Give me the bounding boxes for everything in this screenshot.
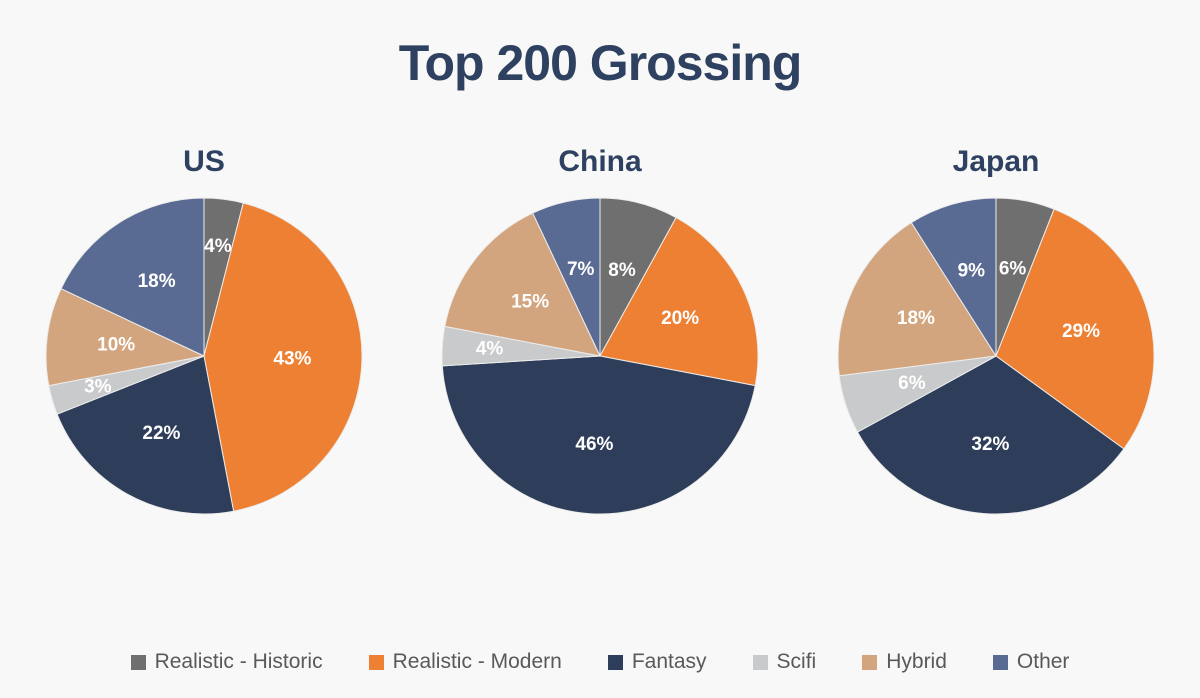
pie-svg-china: 8% 20% 46% 4% 15% 7% (441, 197, 759, 515)
pie-slice-fantasy (857, 355, 1125, 515)
legend-swatch-fantasy (607, 654, 623, 670)
pie-slice-hybrid (444, 212, 601, 357)
slice-label-fantasy: 32% (971, 434, 1009, 455)
pie-slice-fantasy (56, 355, 235, 515)
slice-label-hybrid: 18% (897, 308, 935, 329)
infographic: Top 200 Grossing US 4% 43% 22% 3% 10% 18% China… (0, 34, 1200, 698)
legend-label-scifi: Scifi (776, 650, 817, 673)
legend-item-scifi: Scifi (752, 650, 817, 674)
pie-slice-hybrid (837, 222, 997, 377)
pie-chart-us: US 4% 43% 22% 3% 10% 18% (6, 144, 402, 518)
pie-svg-us: 4% 43% 22% 3% 10% 18% (45, 197, 363, 515)
slice-label-other: 7% (567, 259, 595, 280)
slice-label-fantasy: 46% (575, 434, 613, 455)
legend-item-fantasy: Fantasy (607, 650, 707, 674)
slice-label-hybrid: 10% (97, 334, 135, 355)
slice-label-realistic-historic: 6% (999, 259, 1027, 280)
slice-label-hybrid: 15% (511, 291, 549, 312)
legend-label-fantasy: Fantasy (631, 650, 707, 673)
pie-chart-china: China 8% 20% 46% 4% 15% 7% (402, 144, 798, 518)
pie-svg-japan: 6% 29% 32% 6% 18% 9% (837, 197, 1155, 515)
slice-label-realistic-historic: 4% (204, 236, 232, 257)
pie-slice-realistic-modern (599, 217, 759, 387)
legend-item-realistic-modern: Realistic - Modern (368, 650, 562, 674)
pie-slice-realistic-modern (203, 202, 363, 512)
legend: Realistic - Historic Realistic - Modern Fa… (0, 650, 1200, 674)
chart-title: Top 200 Grossing (398, 35, 803, 91)
pie-slice-other (910, 197, 997, 357)
charts-row: US 4% 43% 22% 3% 10% 18% China 8% 20% 46% 4% 15% 7% Ja… (0, 144, 1200, 518)
legend-label-hybrid: Hybrid (886, 650, 947, 673)
pie-slice-hybrid (45, 288, 205, 387)
slice-label-realistic-modern: 29% (1062, 321, 1100, 342)
legend-item-realistic-historic: Realistic - Historic (130, 650, 323, 674)
legend-swatch-realistic-modern (368, 654, 384, 670)
legend-swatch-hybrid (862, 654, 878, 670)
pie-title-japan: Japan (952, 145, 1040, 178)
pie-title-china: China (558, 145, 642, 178)
pie-slice-other (60, 197, 205, 357)
legend-label-realistic-historic: Realistic - Historic (154, 650, 323, 673)
slice-label-realistic-modern: 43% (273, 348, 311, 369)
pie-chart-japan: Japan 6% 29% 32% 6% 18% 9% (798, 144, 1194, 518)
slice-label-realistic-modern: 20% (661, 308, 699, 329)
legend-label-other: Other (1016, 650, 1070, 673)
legend-swatch-other (992, 654, 1008, 670)
slice-label-other: 9% (958, 261, 986, 282)
slice-label-scifi: 3% (84, 376, 112, 397)
pie-title-us: US (183, 145, 225, 178)
slice-label-fantasy: 22% (142, 423, 180, 444)
pie-slice-other (532, 197, 601, 357)
pie-slice-fantasy (441, 355, 756, 515)
legend-label-realistic-modern: Realistic - Modern (392, 650, 562, 673)
legend-swatch-scifi (752, 654, 768, 670)
legend-swatch-realistic-historic (130, 654, 146, 670)
legend-item-other: Other (992, 650, 1070, 674)
legend-item-hybrid: Hybrid (862, 650, 947, 674)
pie-slice-realistic-modern (995, 208, 1155, 450)
slice-label-scifi: 6% (898, 373, 926, 394)
slice-label-scifi: 4% (476, 339, 504, 360)
slice-label-realistic-historic: 8% (608, 260, 636, 281)
slice-label-other: 18% (138, 271, 176, 292)
